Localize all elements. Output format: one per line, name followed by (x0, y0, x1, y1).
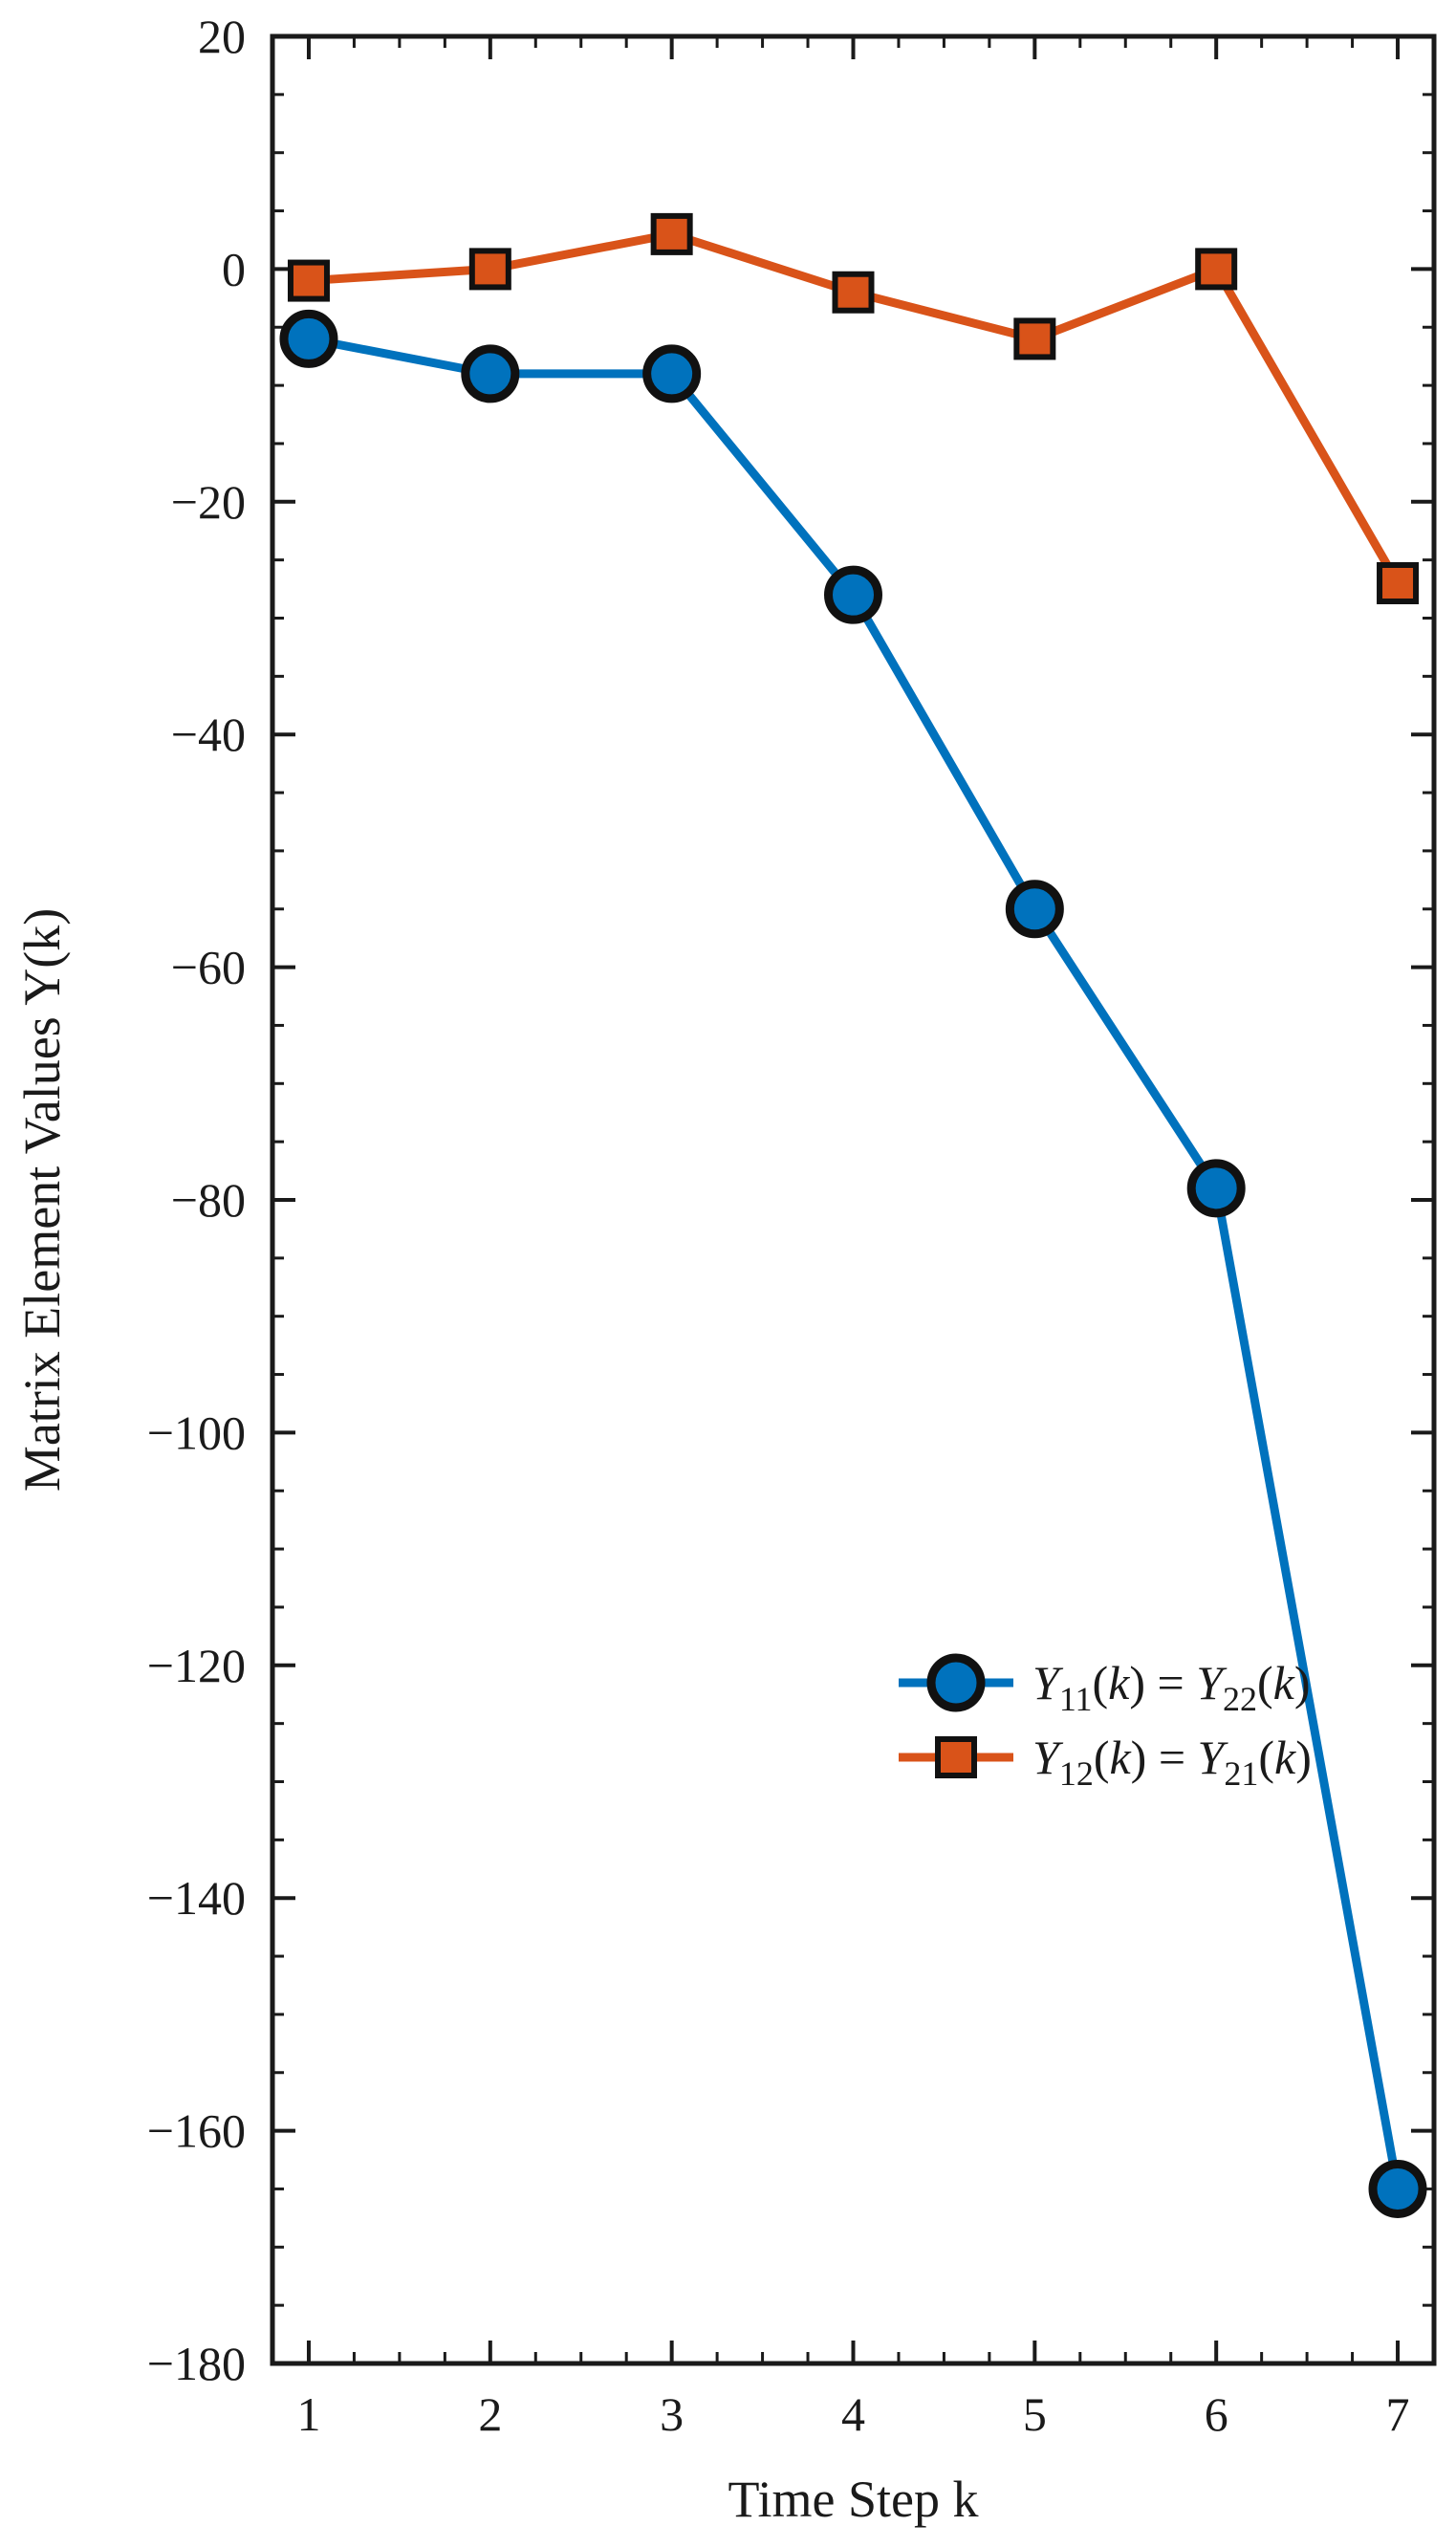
legend-label-part: 11 (1059, 1680, 1093, 1718)
x-tick-label: 3 (660, 2387, 684, 2441)
y-tick-label: −100 (147, 1405, 246, 1459)
data-point (287, 259, 330, 302)
x-tick-label: 4 (841, 2387, 865, 2441)
data-point (642, 344, 702, 403)
legend-label: Y12(k) = Y21(k) (1032, 1731, 1312, 1793)
y-axis-label: Matrix Element Values Y(k) (13, 908, 71, 1492)
legend-label-part: ) (1295, 1731, 1312, 1784)
data-point (279, 309, 338, 368)
plot-frame (270, 33, 1437, 2366)
legend-marker (926, 1653, 986, 1712)
legend-label-part: ( (1094, 1731, 1110, 1784)
data-point (468, 248, 511, 291)
y-tick-label: −120 (147, 1639, 246, 1692)
y-tick-label: −60 (171, 941, 246, 994)
legend-label-part: ) = (1131, 1731, 1198, 1784)
legend-marker (935, 1736, 977, 1778)
y-tick-label: −40 (171, 708, 246, 761)
y-tick-label: −160 (147, 2104, 246, 2158)
legend-label-part: ) = (1129, 1656, 1196, 1710)
x-axis-label: Time Step k (728, 2471, 978, 2528)
tick-labels: 1 2 3 4 5 6 7200−20−40−60−80−100−120−140−160−1… (147, 10, 1410, 2441)
y-tick-label: −20 (171, 475, 246, 529)
data-point (1186, 1159, 1246, 1218)
y-tick-label: −80 (171, 1173, 246, 1227)
y-tick-label: 20 (198, 10, 246, 63)
legend-label-part: ( (1092, 1656, 1108, 1710)
legend-label: Y11(k) = Y22(k) (1032, 1656, 1311, 1718)
data-point (1195, 248, 1238, 291)
legend-label-part: k (1273, 1656, 1295, 1710)
legend-label-part: 12 (1059, 1754, 1094, 1793)
x-tick-label: 7 (1386, 2387, 1410, 2441)
series-2 (287, 212, 1420, 604)
legend-entry: Y12(k) = Y21(k) (899, 1731, 1312, 1793)
legend-label-part: Y (1198, 1731, 1229, 1784)
x-tick-label: 2 (478, 2387, 502, 2441)
series-layer (279, 212, 1427, 2218)
series-1 (279, 309, 1427, 2218)
data-point (1377, 561, 1420, 604)
legend-label-part: 21 (1224, 1754, 1258, 1793)
x-tick-label: 5 (1023, 2387, 1047, 2441)
legend-label-part: Y (1032, 1656, 1064, 1710)
legend-label-part: Y (1196, 1656, 1228, 1710)
data-point (1005, 880, 1064, 939)
legend-label-part: Y (1032, 1731, 1064, 1784)
axis-ticks (272, 34, 1434, 2365)
x-tick-label: 6 (1205, 2387, 1228, 2441)
legend-label-part: ) (1294, 1656, 1311, 1710)
legend-label-part: ( (1258, 1731, 1274, 1784)
y-tick-label: −180 (147, 2337, 246, 2390)
legend: Y11(k) = Y22(k)Y12(k) = Y21(k) (899, 1653, 1312, 1793)
data-point (824, 565, 882, 624)
legend-label-part: k (1108, 1656, 1130, 1710)
data-point (1368, 2159, 1427, 2218)
legend-entry: Y11(k) = Y22(k) (899, 1653, 1311, 1718)
legend-label-part: ( (1257, 1656, 1273, 1710)
data-point (832, 271, 875, 314)
legend-label-part: k (1274, 1731, 1296, 1784)
x-tick-label: 1 (296, 2387, 320, 2441)
data-point (461, 344, 520, 403)
data-point (650, 212, 693, 255)
data-point (1013, 317, 1056, 360)
legend-label-part: 22 (1223, 1680, 1257, 1718)
y-tick-label: −140 (147, 1871, 246, 1925)
legend-label-part: k (1109, 1731, 1131, 1784)
y-tick-label: 0 (222, 242, 246, 295)
